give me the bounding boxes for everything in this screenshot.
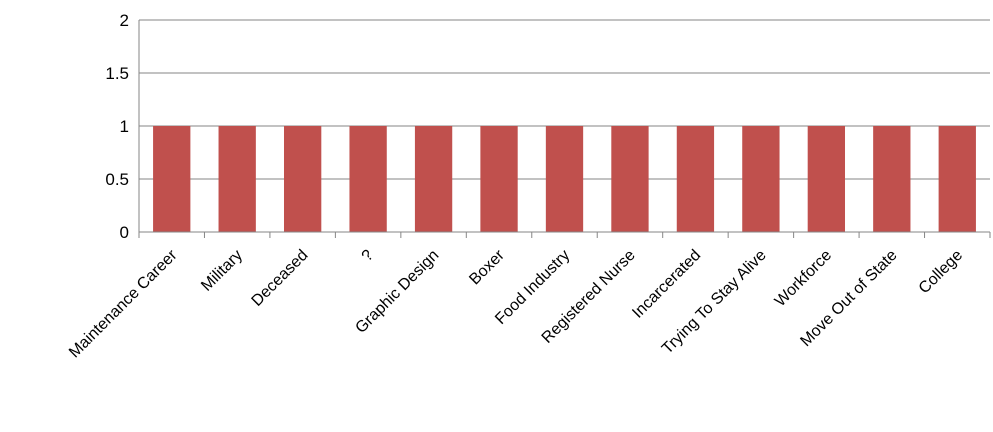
bar	[545, 126, 584, 232]
y-tick-label: 0.5	[105, 170, 129, 189]
axes	[138, 20, 991, 238]
bar	[153, 126, 191, 232]
y-tick-label: 1	[120, 117, 129, 136]
bar	[283, 126, 322, 232]
x-tick-label: Maintenance Career	[66, 246, 181, 361]
bar	[676, 126, 715, 232]
bar	[611, 126, 649, 232]
y-tick-label: 0	[120, 223, 129, 242]
bar	[414, 126, 453, 232]
bar	[742, 126, 780, 232]
x-tick-labels: Maintenance Career Military Deceased ?Graph…	[66, 246, 966, 361]
x-tick-label: Workforce	[772, 247, 835, 310]
x-tick-label: Deceased	[249, 247, 312, 310]
x-tick-label: College	[916, 247, 966, 297]
y-tick-label: 2	[120, 11, 129, 30]
bar	[938, 126, 976, 232]
bar	[873, 126, 911, 232]
y-tick-label: 1.5	[105, 64, 129, 83]
y-tick-labels: 0 0.5 1 1.5 2	[105, 11, 129, 242]
x-tick-label: Military	[198, 247, 246, 295]
x-tick-label: Boxer	[466, 246, 508, 288]
bar	[480, 126, 518, 232]
bar	[349, 126, 387, 232]
x-tick-label: ?	[359, 247, 377, 265]
bar	[807, 126, 846, 232]
bars	[153, 126, 976, 232]
bar	[218, 126, 256, 232]
